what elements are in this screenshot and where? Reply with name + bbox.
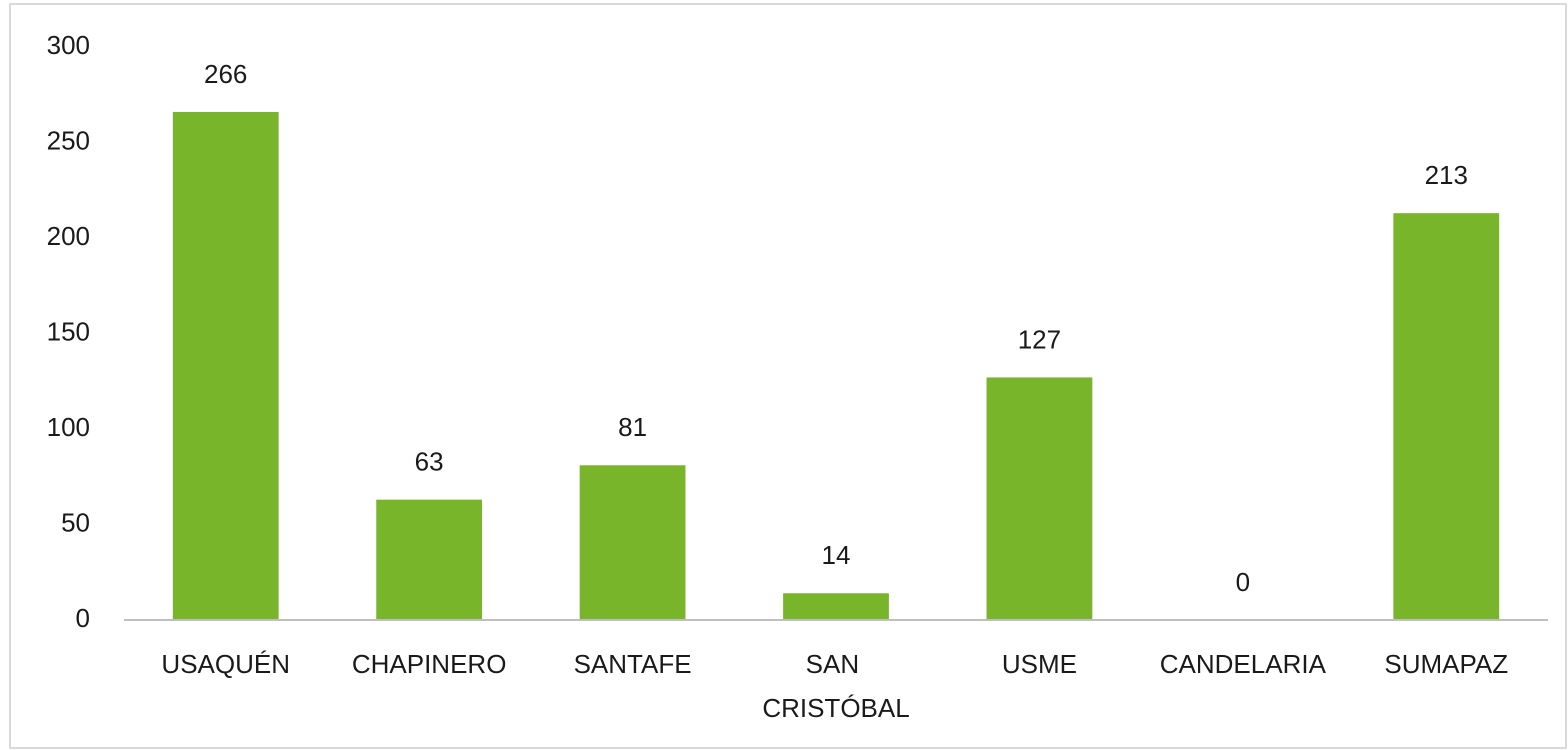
y-tick-label: 300 xyxy=(47,30,90,60)
bar xyxy=(1393,213,1500,621)
y-tick-label: 150 xyxy=(47,316,90,346)
y-tick-label: 200 xyxy=(47,221,90,251)
data-label: 127 xyxy=(1018,324,1061,354)
x-tick-label: USME xyxy=(1002,649,1077,679)
data-label: 266 xyxy=(204,59,247,89)
y-tick-label: 0 xyxy=(76,603,90,633)
data-label: 81 xyxy=(618,412,647,442)
bar xyxy=(783,593,889,620)
x-tick-label: USAQUÉN xyxy=(161,649,290,679)
bar xyxy=(986,377,1093,620)
y-tick-label: 250 xyxy=(47,125,90,155)
data-label: 14 xyxy=(822,540,851,570)
y-tick-label: 50 xyxy=(61,507,90,537)
x-tick-label: CANDELARIA xyxy=(1160,649,1327,679)
x-tick-label: CHAPINERO xyxy=(352,649,507,679)
bar xyxy=(172,111,279,620)
data-label: 0 xyxy=(1236,567,1250,597)
x-tick-label: SAN CRISTÓBAL xyxy=(762,649,909,723)
bar xyxy=(376,499,483,620)
x-tick-label: SUMAPAZ xyxy=(1384,649,1508,679)
bar xyxy=(579,465,686,620)
data-label: 63 xyxy=(415,447,444,477)
x-tick-label: SANTAFE xyxy=(574,649,692,679)
data-label: 213 xyxy=(1425,160,1468,190)
y-tick-label: 100 xyxy=(47,412,90,442)
